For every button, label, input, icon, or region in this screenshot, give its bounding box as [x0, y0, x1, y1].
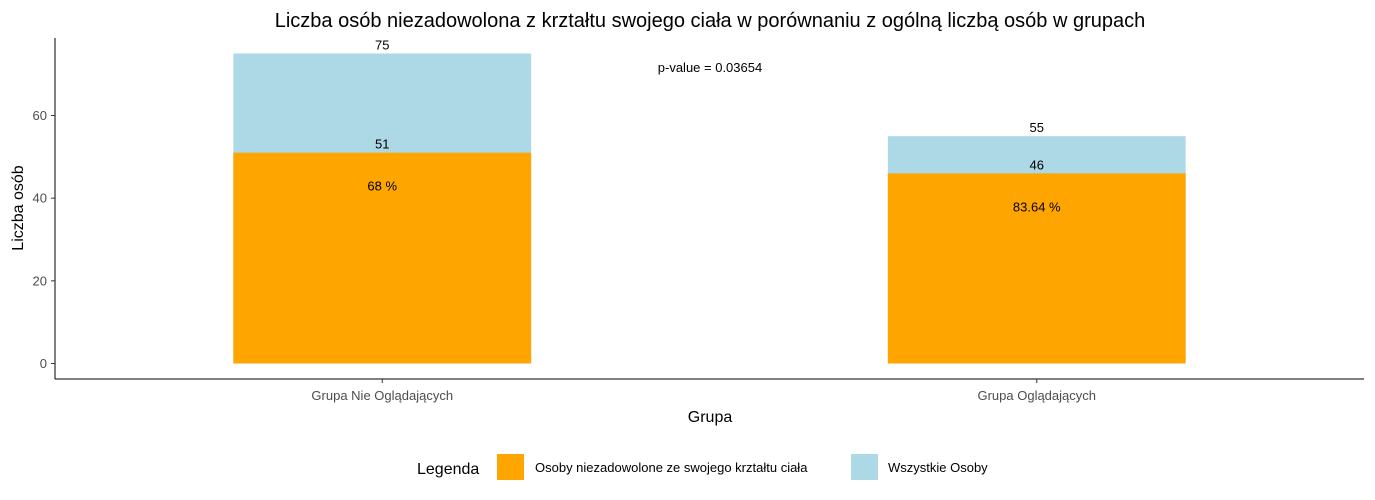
p-value-annotation: p-value = 0.03654 — [658, 60, 762, 75]
legend-swatch-dissatisfied — [497, 454, 524, 480]
legend-label-all: Wszystkie Osoby — [888, 460, 988, 475]
percent-label-2: 83.64 % — [1013, 199, 1061, 214]
y-axis-title: Liczba osób — [10, 165, 27, 250]
x-ticks-layer: Grupa Nie Oglądających Grupa Oglądających — [311, 379, 1096, 403]
y-tick-label: 40 — [33, 191, 47, 206]
bar-dissatisfied-1 — [233, 152, 532, 364]
x-tick-label: Grupa Oglądających — [977, 388, 1096, 403]
data-label-dissatisfied-1: 51 — [375, 137, 389, 152]
data-label-all-1: 75 — [375, 38, 389, 53]
bars-layer — [233, 53, 1186, 364]
y-tick-label: 0 — [40, 356, 47, 371]
percent-label-1: 68 % — [367, 179, 397, 194]
y-tick-label: 60 — [33, 108, 47, 123]
y-ticks-layer: 0 20 40 60 — [33, 108, 55, 371]
data-label-dissatisfied-2: 46 — [1030, 157, 1044, 172]
data-labels-layer: 75 55 51 46 68 % 83.64 % — [367, 38, 1061, 215]
legend-swatch-all — [851, 454, 878, 480]
legend: Legenda Osoby niezadowolone ze swojego k… — [417, 454, 988, 480]
y-tick-label: 20 — [33, 273, 47, 288]
bar-dissatisfied-2 — [887, 173, 1186, 364]
legend-label-dissatisfied: Osoby niezadowolone ze swojego krztałtu … — [535, 460, 808, 475]
chart-title: Liczba osób niezadowolona z krztałtu swo… — [275, 10, 1146, 32]
x-tick-label: Grupa Nie Oglądających — [311, 388, 453, 403]
data-label-all-2: 55 — [1030, 120, 1044, 135]
x-axis-title: Grupa — [688, 409, 733, 426]
legend-title: Legenda — [417, 461, 479, 478]
